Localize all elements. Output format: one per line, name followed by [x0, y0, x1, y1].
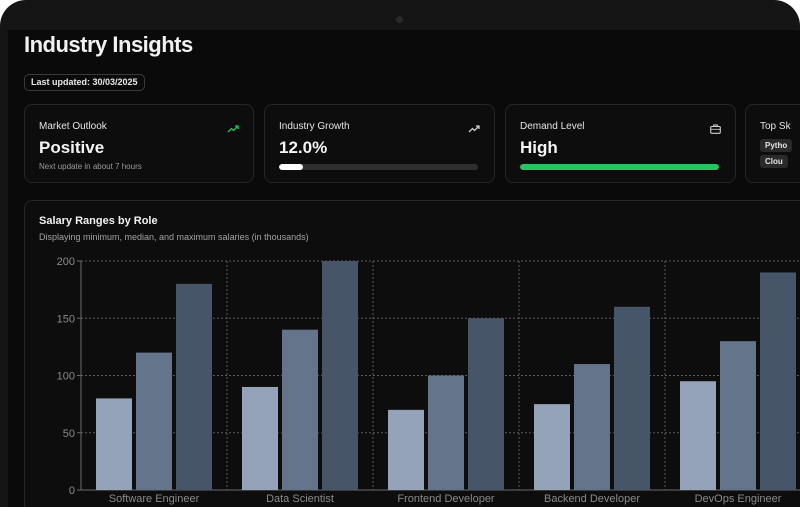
skill-chip: Pytho: [760, 139, 793, 152]
y-tick-label: 200: [57, 256, 75, 268]
demand-level-card: Demand Level High: [505, 104, 736, 183]
x-tick-label: Frontend Developer: [397, 493, 495, 505]
screen: Industry Insights Last updated: 30/03/20…: [8, 30, 800, 507]
market-outlook-label: Market Outlook: [39, 121, 107, 132]
bar[interactable]: [322, 261, 358, 490]
demand-level-label: Demand Level: [520, 121, 585, 132]
x-tick-label: Data Scientist: [266, 493, 334, 505]
page-title: Industry Insights: [24, 32, 193, 57]
demand-level-value: High: [520, 138, 558, 157]
y-tick-label: 150: [57, 313, 75, 325]
x-tick-label: Backend Developer: [544, 493, 640, 505]
bar[interactable]: [680, 381, 716, 490]
chart-subtitle: Displaying minimum, median, and maximum …: [39, 232, 309, 242]
bar[interactable]: [468, 318, 504, 490]
industry-growth-value: 12.0%: [279, 138, 328, 157]
bar[interactable]: [242, 386, 278, 490]
salary-bar-chart: 0 50 100 150 200 Software Engineer Data Scient…: [57, 256, 800, 505]
bar[interactable]: [428, 375, 464, 491]
demand-level-progress: [520, 164, 719, 170]
skill-chip: Clou: [760, 155, 788, 168]
industry-growth-progress-fill: [279, 164, 303, 170]
y-tick-label: 50: [63, 428, 75, 440]
bar[interactable]: [574, 364, 610, 490]
industry-growth-label: Industry Growth: [279, 121, 350, 132]
bar[interactable]: [614, 306, 650, 490]
market-outlook-card: Market Outlook Positive Next update in a…: [24, 104, 254, 183]
bar[interactable]: [282, 329, 318, 490]
last-updated-badge: Last updated: 30/03/2025: [24, 74, 145, 91]
top-skills-label: Top Sk: [760, 121, 791, 132]
industry-growth-card: Industry Growth 12.0%: [264, 104, 495, 183]
bar[interactable]: [176, 283, 212, 490]
market-outlook-sub: Next update in about 7 hours: [39, 162, 142, 171]
bar[interactable]: [760, 272, 796, 490]
camera-dot: [396, 16, 403, 23]
trending-up-icon: [468, 121, 480, 139]
bar[interactable]: [534, 404, 570, 490]
x-tick-label: Software Engineer: [109, 493, 200, 505]
top-skills-card: Top Sk Pytho Clou: [745, 104, 800, 183]
bar[interactable]: [388, 409, 424, 490]
market-outlook-value: Positive: [39, 138, 105, 157]
chart-title: Salary Ranges by Role: [39, 215, 158, 227]
bar[interactable]: [720, 341, 756, 490]
y-tick-label: 100: [57, 371, 75, 383]
x-tick-label: DevOps Engineer: [695, 493, 782, 505]
bar[interactable]: [136, 352, 172, 490]
salary-chart-card: Salary Ranges by Role Displaying minimum…: [24, 200, 800, 507]
trending-up-icon: [227, 121, 239, 139]
y-tick-label: 0: [69, 485, 75, 497]
industry-growth-progress: [279, 164, 478, 170]
bar[interactable]: [96, 398, 132, 490]
briefcase-icon: [710, 121, 721, 139]
demand-level-progress-fill: [520, 164, 719, 170]
